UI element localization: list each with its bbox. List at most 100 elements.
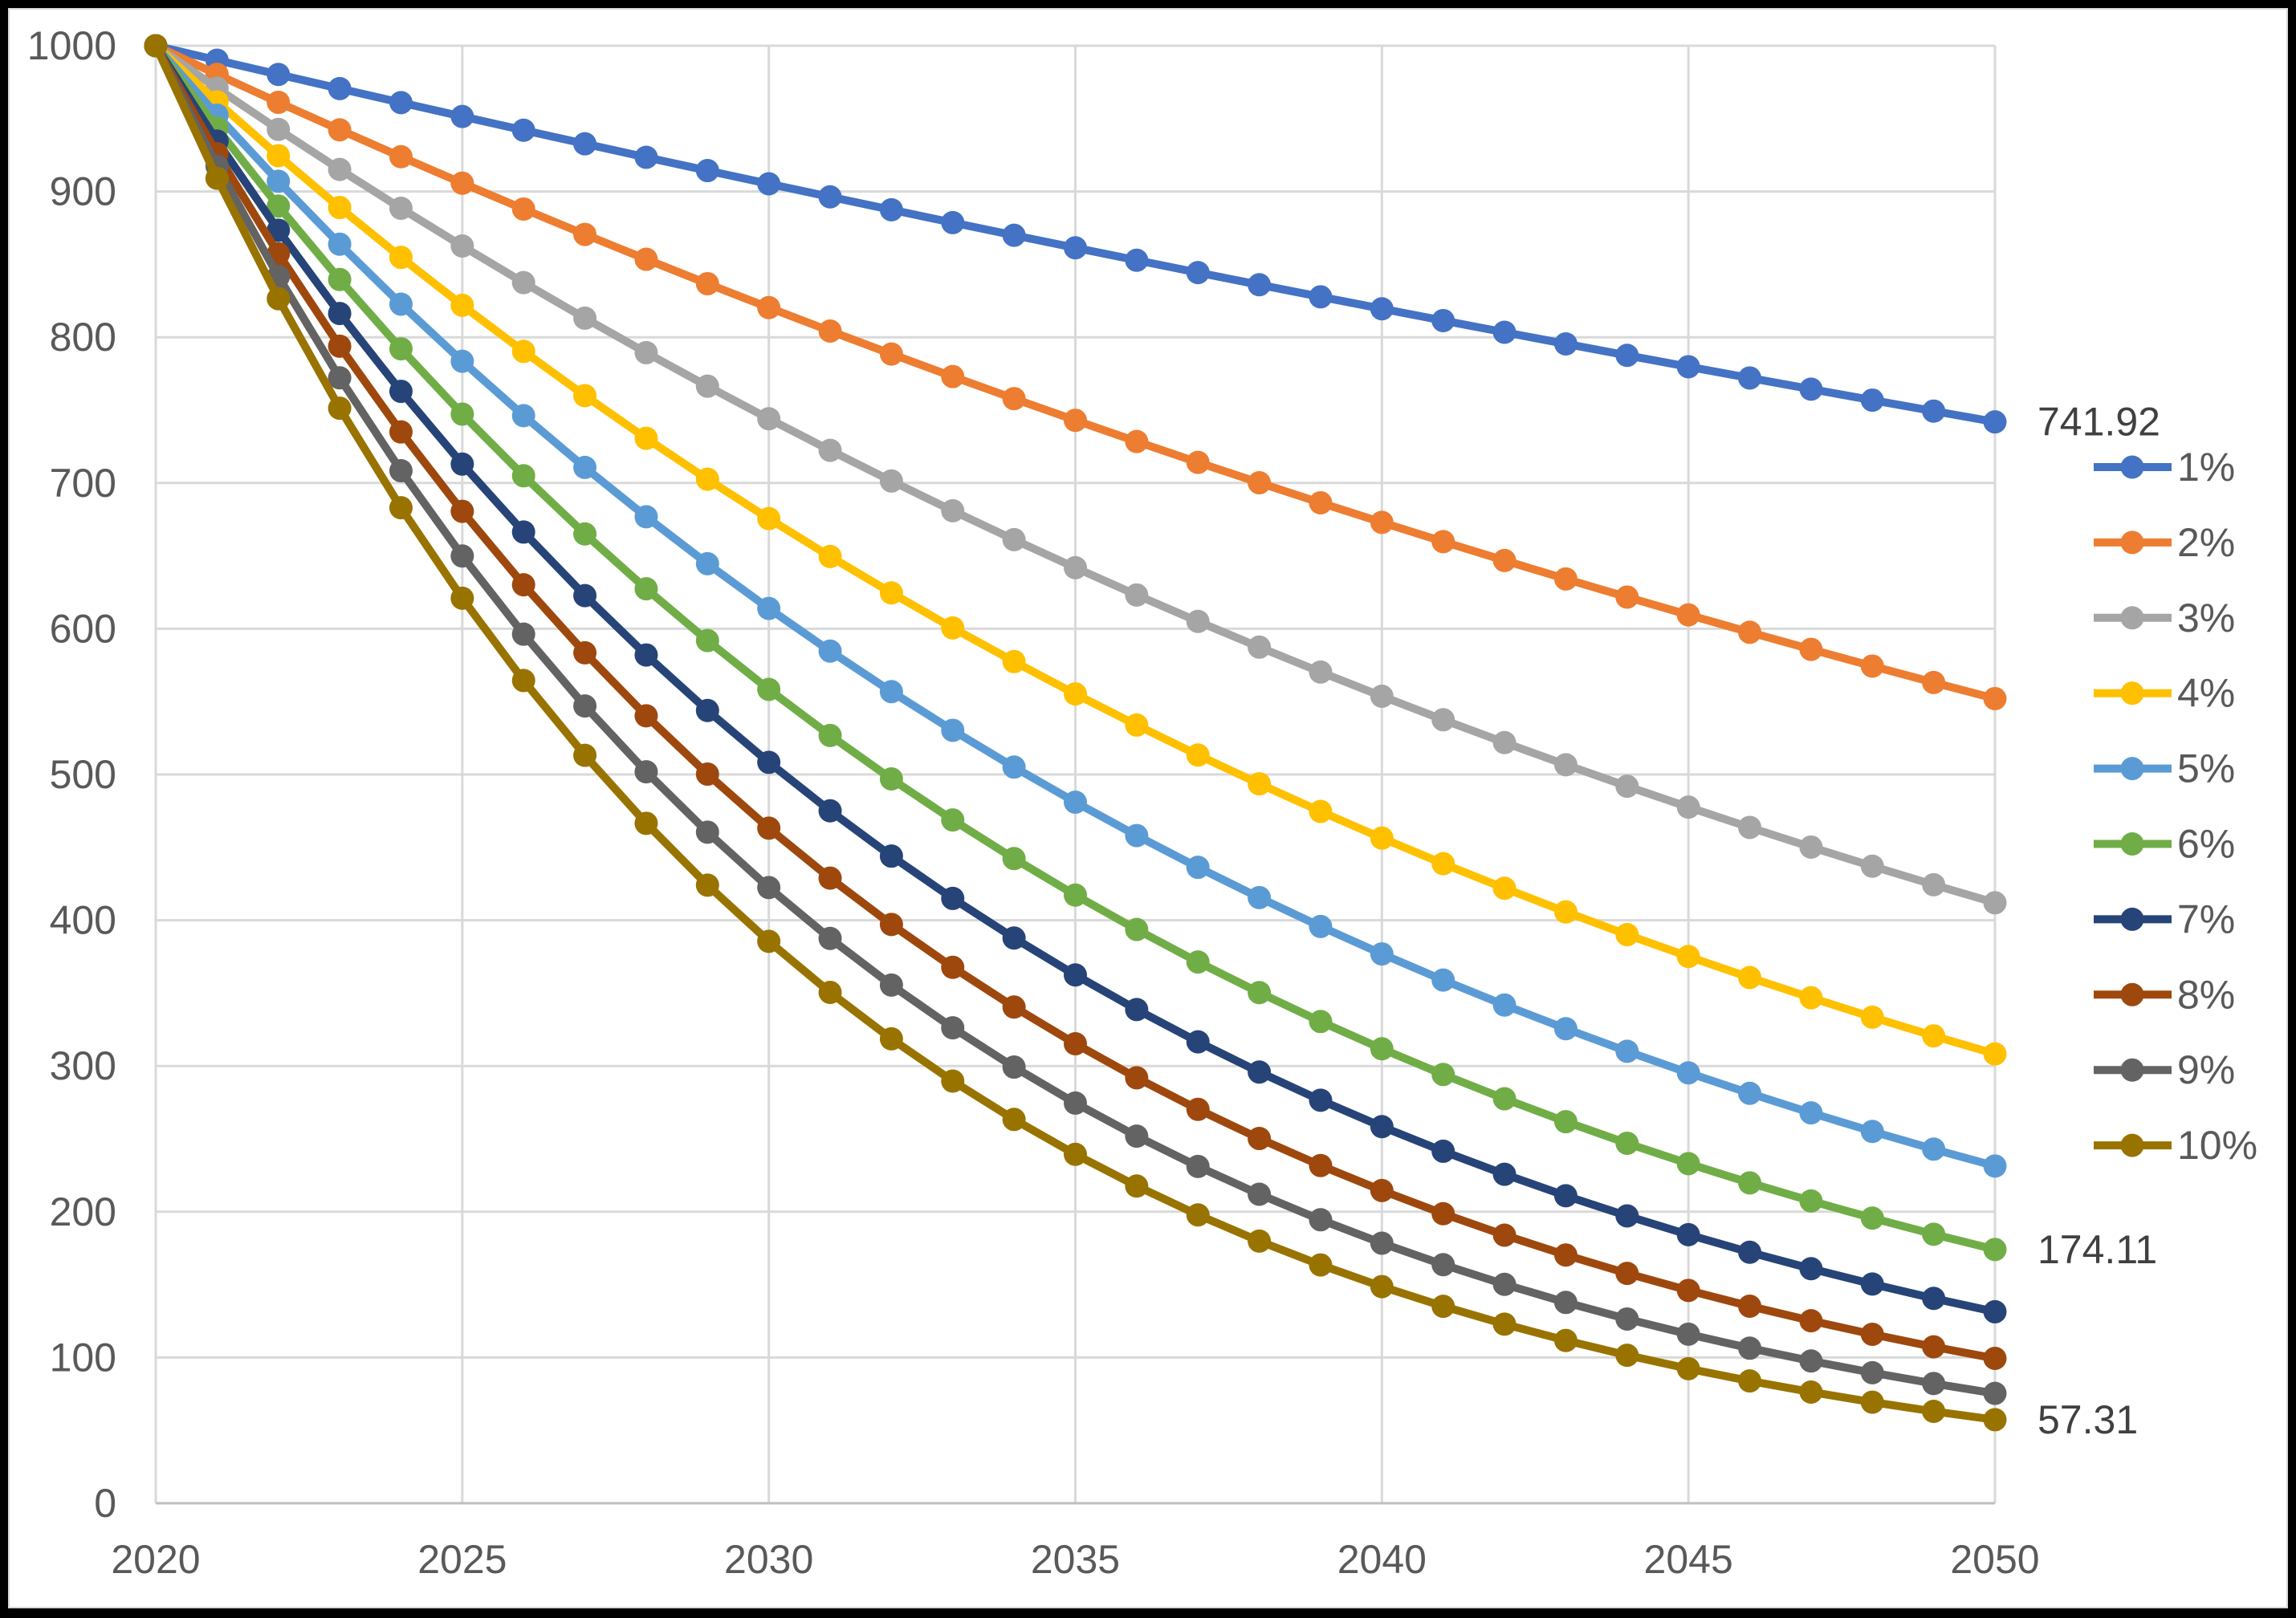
series-marker-1% xyxy=(879,197,903,222)
series-marker-3% xyxy=(450,234,474,258)
series-marker-6% xyxy=(1799,1189,1823,1213)
series-marker-5% xyxy=(1492,993,1516,1017)
series-marker-5% xyxy=(267,169,291,193)
series-marker-5% xyxy=(573,455,597,479)
series-marker-8% xyxy=(1309,1153,1333,1177)
series-marker-5% xyxy=(1799,1101,1823,1125)
series-marker-10% xyxy=(511,669,535,693)
series-marker-7% xyxy=(1431,1139,1455,1163)
data-label-10%: 57.31 xyxy=(2037,1397,2138,1442)
series-marker-6% xyxy=(1186,950,1210,974)
series-marker-9% xyxy=(1064,1091,1087,1115)
series-marker-6% xyxy=(1738,1171,1762,1195)
series-marker-1% xyxy=(1309,285,1333,309)
legend-label-7%: 7% xyxy=(2177,896,2235,941)
series-marker-5% xyxy=(389,292,413,316)
series-marker-1% xyxy=(695,159,719,183)
series-marker-4% xyxy=(1983,1042,2007,1066)
series-marker-4% xyxy=(1186,743,1210,767)
chart-svg: 0 100 200 300 400 500 600 700 800 900 1000 2020 2025… xyxy=(27,23,2257,1582)
series-marker-9% xyxy=(941,1016,965,1040)
series-marker-8% xyxy=(1002,995,1026,1019)
series-marker-2% xyxy=(757,295,781,319)
y-axis-tick-label: 400 xyxy=(50,898,116,943)
series-marker-7% xyxy=(328,302,352,326)
series-marker-8% xyxy=(1248,1127,1272,1151)
series-marker-8% xyxy=(1799,1309,1823,1333)
series-marker-2% xyxy=(695,271,719,295)
series-marker-6% xyxy=(818,723,842,747)
series-marker-4% xyxy=(757,506,781,531)
series-marker-10% xyxy=(1615,1344,1639,1368)
legend-label-10%: 10% xyxy=(2177,1123,2257,1168)
series-marker-7% xyxy=(389,380,413,404)
series-marker-6% xyxy=(1248,981,1272,1005)
y-axis-tick-label: 300 xyxy=(50,1043,116,1088)
legend-swatch-marker-4% xyxy=(2120,681,2144,705)
series-marker-5% xyxy=(1186,856,1210,880)
series-marker-8% xyxy=(879,913,903,937)
series-marker-5% xyxy=(328,232,352,256)
series-marker-6% xyxy=(1553,1110,1577,1134)
series-marker-5% xyxy=(695,551,719,575)
series-marker-3% xyxy=(1615,774,1639,799)
series-marker-10% xyxy=(1125,1174,1149,1198)
series-marker-9% xyxy=(879,973,903,997)
series-marker-7% xyxy=(818,799,842,823)
y-axis-tick-label: 500 xyxy=(50,752,116,797)
x-axis-tick-label: 2050 xyxy=(1950,1537,2039,1582)
series-marker-1% xyxy=(389,91,413,115)
legend-swatch-marker-5% xyxy=(2120,757,2144,781)
series-marker-4% xyxy=(1553,900,1577,924)
series-marker-9% xyxy=(1309,1208,1333,1232)
series-marker-1% xyxy=(757,172,781,196)
series-marker-7% xyxy=(1370,1115,1394,1139)
series-marker-2% xyxy=(573,222,597,246)
series-marker-7% xyxy=(573,583,597,608)
x-axis-tick-label: 2020 xyxy=(111,1537,200,1582)
series-marker-8% xyxy=(328,334,352,358)
series-marker-8% xyxy=(1738,1294,1762,1318)
series-marker-4% xyxy=(267,144,291,168)
legend-label-2%: 2% xyxy=(2177,520,2235,565)
series-marker-3% xyxy=(818,438,842,462)
y-axis-tick-label: 100 xyxy=(50,1335,116,1380)
series-marker-7% xyxy=(1002,926,1026,950)
series-marker-7% xyxy=(1860,1272,1884,1296)
series-marker-10% xyxy=(1738,1369,1762,1393)
series-marker-7% xyxy=(1064,963,1087,987)
series-marker-2% xyxy=(1860,654,1884,678)
series-marker-10% xyxy=(1799,1380,1823,1404)
series-marker-4% xyxy=(818,544,842,568)
series-marker-10% xyxy=(1676,1356,1700,1380)
y-axis-tick-label: 700 xyxy=(50,461,116,506)
series-marker-1% xyxy=(1615,344,1639,368)
series-marker-8% xyxy=(573,640,597,665)
x-axis-tick-label: 2040 xyxy=(1337,1537,1427,1582)
series-marker-2% xyxy=(389,144,413,169)
series-marker-10% xyxy=(1309,1253,1333,1277)
legend-swatch-marker-6% xyxy=(2120,832,2144,856)
series-marker-8% xyxy=(1186,1097,1210,1121)
data-label-6%: 174.11 xyxy=(2037,1227,2157,1272)
series-marker-8% xyxy=(1492,1223,1516,1247)
series-marker-1% xyxy=(1676,355,1700,379)
series-marker-2% xyxy=(941,364,965,388)
series-marker-4% xyxy=(1370,826,1394,850)
series-marker-10% xyxy=(1248,1229,1272,1253)
series-marker-1% xyxy=(1738,366,1762,390)
series-marker-10% xyxy=(1186,1203,1210,1227)
series-marker-7% xyxy=(1615,1204,1639,1228)
series-marker-4% xyxy=(1248,772,1272,796)
x-axis-tick-label: 2045 xyxy=(1644,1537,1733,1582)
series-marker-1% xyxy=(511,118,535,142)
series-marker-8% xyxy=(1431,1201,1455,1226)
series-marker-3% xyxy=(941,498,965,522)
series-marker-9% xyxy=(818,926,842,950)
series-marker-10% xyxy=(205,166,229,190)
series-marker-1% xyxy=(1799,377,1823,401)
series-marker-3% xyxy=(1002,527,1026,551)
x-axis-tick-label: 2035 xyxy=(1031,1537,1120,1582)
series-marker-4% xyxy=(1002,649,1026,673)
series-marker-8% xyxy=(511,573,535,597)
